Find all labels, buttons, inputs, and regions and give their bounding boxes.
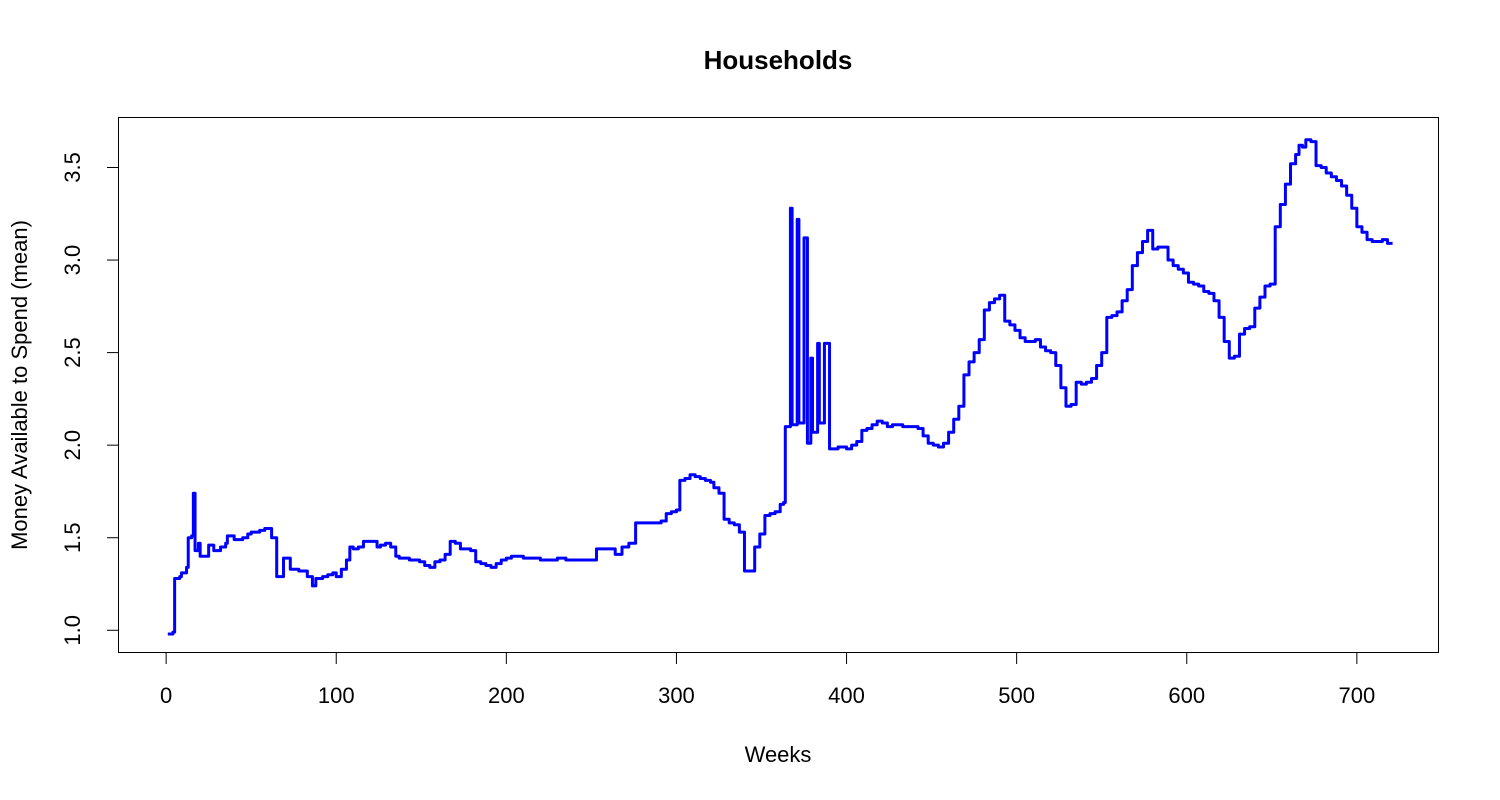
- y-tick-label: 3.0: [60, 245, 85, 276]
- x-tick-label: 500: [998, 683, 1035, 708]
- series-line: [167, 138, 1393, 636]
- x-tick-label: 300: [658, 683, 695, 708]
- x-tick-label: 700: [1338, 683, 1375, 708]
- x-tick-label: 600: [1168, 683, 1205, 708]
- y-axis: 1.0 1.5 2.0 2.5 3.0 3.5: [60, 152, 119, 646]
- x-axis: 0 100 200 300 400 500 600 700: [160, 652, 1375, 708]
- y-tick-label: 2.0: [60, 430, 85, 461]
- plot-frame: [118, 117, 1439, 653]
- x-axis-label: Weeks: [745, 742, 812, 767]
- x-tick-label: 100: [318, 683, 355, 708]
- chart-title: Households: [704, 45, 853, 75]
- y-tick-label: 1.5: [60, 522, 85, 553]
- series-group: [167, 138, 1393, 636]
- x-tick-label: 200: [488, 683, 525, 708]
- x-tick-label: 400: [828, 683, 865, 708]
- y-tick-label: 1.0: [60, 615, 85, 646]
- y-tick-label: 2.5: [60, 337, 85, 368]
- x-tick-label: 0: [160, 683, 172, 708]
- y-tick-label: 3.5: [60, 152, 85, 183]
- y-axis-label: Money Available to Spend (mean): [7, 220, 32, 550]
